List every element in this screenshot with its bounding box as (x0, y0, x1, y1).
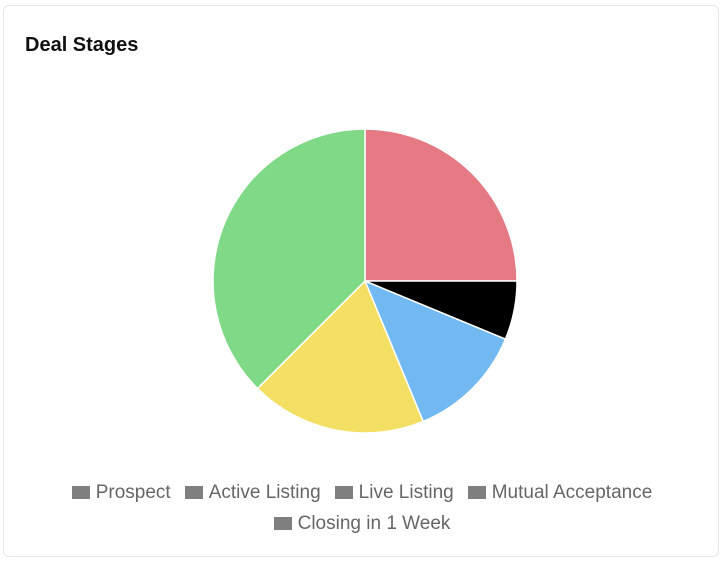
legend-label: Closing in 1 Week (297, 513, 451, 534)
legend-item-live-listing[interactable]: Live Listing (334, 477, 454, 508)
deal-stages-card: Deal Stages Prospect Active Listing Live… (3, 5, 719, 557)
legend-item-mutual-acceptance[interactable]: Mutual Acceptance (467, 477, 653, 508)
legend-swatch (273, 517, 292, 530)
legend-swatch (334, 486, 353, 499)
legend-label: Prospect (95, 482, 171, 503)
legend-swatch (71, 486, 90, 499)
legend-item-closing-in-1-week[interactable]: Closing in 1 Week (273, 508, 451, 539)
legend-row-1: Prospect Active Listing Live Listing Mut… (4, 477, 720, 508)
pie-slice-live-listing[interactable] (363, 279, 507, 423)
pie-slice-closing-in-1-week[interactable] (212, 128, 366, 390)
legend-label: Live Listing (358, 482, 454, 503)
pie-slice-mutual-acceptance[interactable] (256, 279, 425, 434)
pie-slices (212, 128, 518, 434)
legend-item-prospect[interactable]: Prospect (71, 477, 171, 508)
legend-label: Active Listing (208, 482, 321, 503)
legend-row-2: Closing in 1 Week (4, 508, 720, 539)
legend-swatch (467, 486, 486, 499)
pie-slice-prospect[interactable] (364, 128, 518, 282)
legend-item-active-listing[interactable]: Active Listing (184, 477, 321, 508)
card-title: Deal Stages (25, 34, 139, 56)
chart-legend: Prospect Active Listing Live Listing Mut… (4, 477, 720, 539)
legend-swatch (184, 486, 203, 499)
pie-chart (212, 128, 518, 434)
legend-label: Mutual Acceptance (491, 482, 653, 503)
